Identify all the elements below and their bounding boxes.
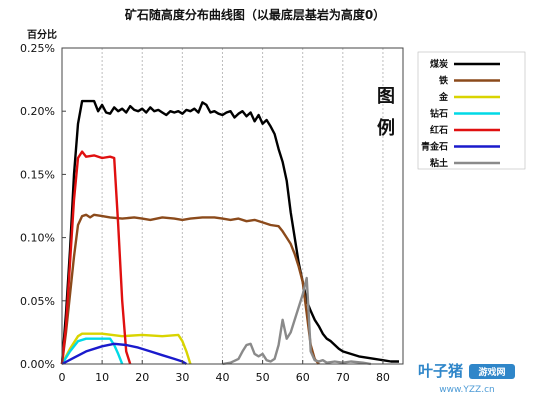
y-axis-ticks: 0.00% 0.05% 0.10% 0.15% 0.20% 0.25%: [20, 42, 66, 371]
y-tick-label: 0.25%: [20, 42, 55, 55]
y-tick-label: 0.15%: [20, 168, 55, 181]
x-tick-label: 80: [376, 371, 390, 384]
grid-lines: [101, 48, 384, 364]
watermark-logo: 叶子猪 游戏网 www.YZZ.cn: [418, 362, 515, 395]
series-line-5: [60, 150, 132, 365]
legend-label: 青金石: [421, 141, 448, 153]
series-line-4: [60, 337, 124, 365]
legend-label: 金: [438, 91, 449, 103]
x-tick-label: 20: [135, 371, 149, 384]
x-tick-label: 30: [175, 371, 189, 384]
legend-label: 铁: [439, 75, 448, 87]
x-tick-label: 60: [296, 371, 310, 384]
series-line-2: [60, 213, 320, 365]
chart-title: 矿石随高度分布曲线图（以最底层基岩为高度0）: [125, 7, 385, 22]
y-tick-label: 0.20%: [20, 105, 55, 118]
watermark-brand: 叶子猪: [418, 362, 463, 380]
legend-label: 煤炭: [430, 58, 448, 70]
x-tick-label: 0: [59, 371, 66, 384]
x-tick-label: 70: [336, 371, 350, 384]
legend-title-char-1: 图: [377, 86, 395, 107]
series-line-1: [60, 99, 399, 365]
series-line-3: [60, 332, 192, 365]
x-tick-label: 10: [95, 371, 109, 384]
series-line-7: [222, 276, 372, 366]
legend-label: 粘土: [429, 157, 448, 169]
watermark-badge: [469, 364, 515, 379]
x-axis-ticks: 0 10 20 30 40 50 60 70 80: [59, 360, 390, 384]
legend-title-char-2: 例: [377, 117, 395, 139]
x-tick-label: 40: [215, 371, 229, 384]
series-lines: [60, 99, 399, 366]
legend-label: 红石: [430, 124, 448, 136]
watermark-url: www.YZZ.cn: [439, 385, 494, 395]
legend-label: 钻石: [430, 108, 448, 120]
plot-frame: [61, 47, 404, 365]
y-tick-label: 0.10%: [20, 232, 55, 245]
series-line-6: [61, 342, 188, 366]
legend-box: [417, 51, 526, 170]
y-tick-label: 0.00%: [20, 358, 55, 371]
watermark-sub: 游戏网: [478, 366, 505, 378]
y-axis-label: 百分比: [27, 28, 57, 41]
y-tick-label: 0.05%: [20, 295, 55, 308]
x-tick-label: 50: [256, 371, 270, 384]
